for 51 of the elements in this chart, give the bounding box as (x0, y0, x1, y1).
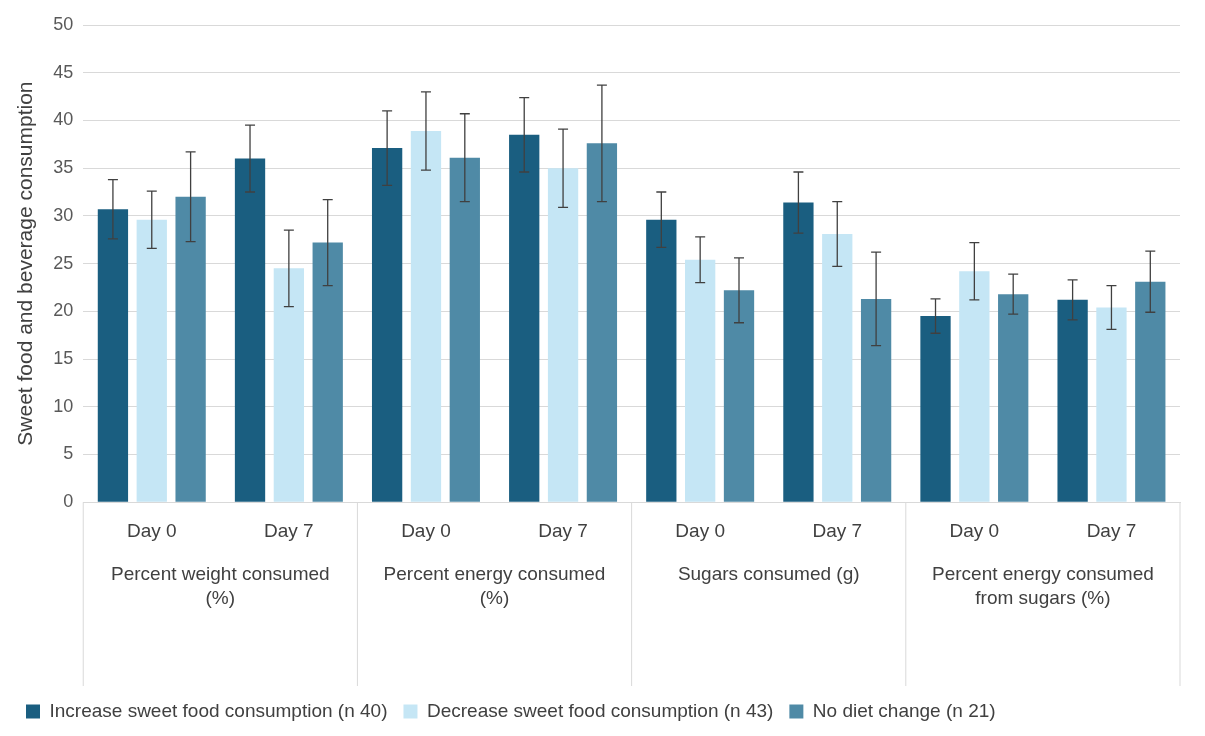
legend-label: No diet change (n 21) (812, 699, 996, 721)
x-tick-label: Day 7 (812, 519, 863, 541)
y-tick-label: 25 (53, 252, 74, 273)
bar (1057, 299, 1088, 502)
bar (959, 271, 990, 502)
bar (371, 148, 403, 502)
bar (920, 316, 951, 502)
bar (449, 157, 480, 502)
bar (685, 259, 716, 502)
bar (547, 168, 579, 502)
y-tick-label: 10 (53, 395, 74, 416)
y-tick-label: 5 (63, 443, 74, 464)
y-tick-label: 15 (53, 348, 74, 369)
y-tick-label: 45 (53, 61, 74, 82)
x-tick-label: Day 0 (675, 519, 725, 541)
y-tick-label: 0 (63, 491, 74, 512)
bar (723, 290, 755, 502)
y-tick-label: 20 (53, 300, 74, 321)
bar (646, 219, 677, 502)
text: Percent energy consumed (%) (383, 562, 606, 608)
bar (509, 134, 540, 502)
x-tick-label: Day 7 (264, 519, 314, 541)
y-tick-label: 30 (53, 204, 74, 225)
bar (822, 234, 853, 502)
text: Sugars consumed (g) (677, 562, 860, 584)
x-tick-label: Day 7 (1086, 519, 1137, 541)
bar (783, 202, 814, 502)
bar (175, 196, 206, 502)
bar (273, 268, 305, 502)
y-tick-label: 35 (53, 157, 74, 178)
bar (97, 209, 129, 502)
x-tick-label: Day 7 (538, 519, 588, 541)
y-tick-label: 50 (53, 13, 74, 34)
x-tick-label: Day 0 (401, 519, 451, 541)
bar (136, 219, 167, 502)
bar (234, 158, 266, 502)
bar (410, 130, 442, 502)
legend-label: Increase sweet food consumption (n 40) (49, 699, 388, 721)
y-axis-title: Sweet food and beverage consumption (13, 81, 37, 446)
y-tick-label: 40 (53, 109, 74, 130)
bar (860, 298, 892, 502)
bar (998, 294, 1029, 502)
x-tick-label: Day 0 (126, 519, 177, 541)
text: Percent weight consumed (%) (111, 562, 330, 608)
x-tick-label: Day 0 (949, 519, 1000, 541)
bar (1135, 281, 1166, 502)
text: Percent energy consumed from sugars (%) (932, 562, 1154, 608)
bar (586, 143, 618, 502)
bar (312, 242, 343, 502)
legend-label: Decrease sweet food consumption (n 43) (426, 699, 774, 721)
bar (1096, 307, 1127, 502)
